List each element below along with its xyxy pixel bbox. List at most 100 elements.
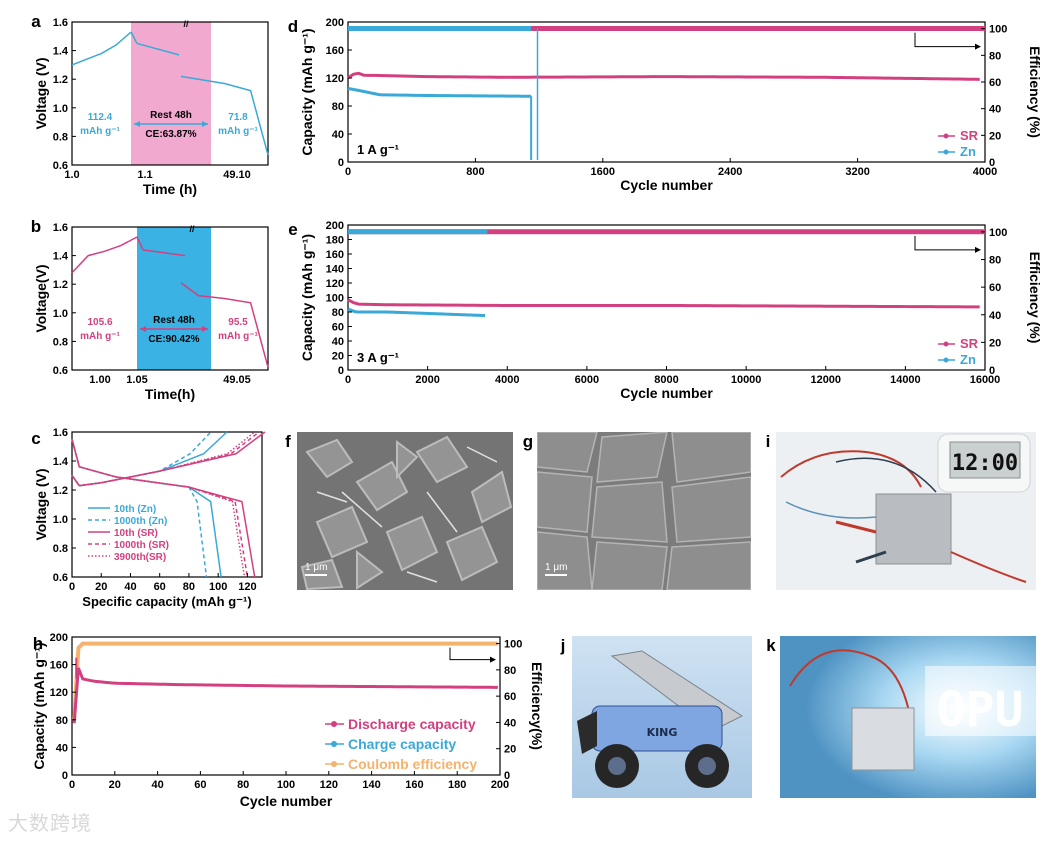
x-axis-b-label: 49.05 — [223, 374, 251, 386]
y-axis-e-label: 40 — [332, 336, 344, 348]
photo-k-drawing: OPU — [780, 636, 1036, 798]
x-axis-h-label: 100 — [277, 779, 295, 791]
x-axis-h-label: 180 — [448, 779, 466, 791]
x-axis-e-label: 16000 — [970, 374, 1001, 386]
y2-axis-d-label: 0 — [989, 157, 995, 169]
plot-frame-d — [347, 21, 986, 163]
efficiency-axis-arrowhead-d — [975, 43, 981, 50]
x-axis-h-label: 0 — [69, 779, 75, 791]
efficiency-axis-pointer-h — [449, 647, 492, 661]
y2-axis-title-d: Efficiency (%) — [1027, 46, 1043, 138]
y-axis-c-label: 0.6 — [53, 572, 68, 584]
x-axis-c-label: 40 — [124, 581, 136, 593]
y-axis-c-label: 1.2 — [53, 485, 68, 497]
y2-axis-d-label: 60 — [989, 77, 1001, 89]
y2-axis-d-label: 80 — [989, 50, 1001, 62]
legend-marker-d — [943, 149, 949, 155]
capacity-2-unit-b: mAh g⁻¹ — [218, 331, 258, 342]
y2-axis-h-label: 20 — [504, 744, 516, 756]
legend-label-d: Zn — [960, 144, 976, 159]
clock-display: 12:00 — [952, 451, 1018, 476]
rest-region-b — [137, 227, 211, 370]
y-axis-h-label: 200 — [50, 632, 68, 644]
x-axis-c-label: 100 — [209, 581, 227, 593]
x-axis-a-label: 1.1 — [137, 169, 152, 181]
x-axis-title-c: Specific capacity (mAh g⁻¹) — [82, 594, 251, 609]
x-axis-d-label: 1600 — [591, 166, 615, 178]
sem-image-g: 1 μm — [537, 432, 751, 590]
capacity-1-a: 112.4 — [88, 112, 113, 123]
y-axis-h-label: 0 — [62, 770, 68, 782]
x-axis-c-label: 80 — [183, 581, 195, 593]
ce-label-a: CE:63.87% — [145, 129, 196, 140]
panel-letter-k: k — [766, 636, 776, 655]
efficiency-axis-arrowhead-h — [490, 656, 496, 663]
y-axis-e-label: 60 — [332, 322, 344, 334]
y-axis-e-label: 100 — [326, 293, 344, 305]
x-axis-h-label: 60 — [194, 779, 206, 791]
x-axis-c-label: 60 — [154, 581, 166, 593]
y2-axis-h-label: 60 — [504, 691, 516, 703]
discharge-curve-h — [72, 667, 498, 724]
x-axis-c-label: 0 — [69, 581, 75, 593]
capacity-curve-zn-d — [347, 87, 532, 98]
y-axis-e-label: 140 — [326, 264, 344, 276]
plot-frame-c — [71, 431, 263, 578]
capacity-2-b: 95.5 — [228, 317, 248, 328]
watermark: 大数跨境 — [8, 807, 92, 836]
legend-marker-e — [943, 357, 949, 363]
legend-marker-e — [943, 341, 949, 347]
y-axis-b-label: 1.4 — [53, 251, 69, 263]
rest-curve-b — [142, 249, 186, 257]
y-axis-a-label: 1.0 — [53, 103, 68, 115]
photo-j-drawing: KING — [572, 636, 752, 798]
efficiency-band-zn-d — [348, 26, 532, 31]
efficiency-axis-arrowhead-e — [975, 246, 981, 253]
panel-letter-d: d — [288, 17, 298, 36]
x-axis-h-label: 200 — [491, 779, 509, 791]
capacity-1-unit-b: mAh g⁻¹ — [80, 331, 120, 342]
ce-label-b: CE:90.42% — [148, 334, 199, 345]
charge-curve-a — [71, 31, 132, 66]
y-axis-b-label: 1.0 — [53, 308, 68, 320]
rate-label-d: 1 A g⁻¹ — [357, 142, 399, 157]
x-axis-title-h: Cycle number — [240, 793, 333, 809]
legend-label-c: 1000th (Zn) — [114, 516, 167, 527]
toy-label: KING — [647, 726, 678, 739]
x-axis-d-label: 2400 — [718, 166, 742, 178]
legend-label-h: Coulomb efficiency — [348, 756, 477, 772]
y-axis-a-label: 1.2 — [53, 74, 68, 86]
photo-i-drawing: 12:00 — [776, 432, 1036, 590]
y-axis-a-label: 0.6 — [53, 160, 68, 172]
x-axis-a-label: 1.0 — [64, 169, 79, 181]
y-axis-e-label: 180 — [326, 235, 344, 247]
x-axis-b-label: 1.00 — [89, 374, 110, 386]
x-axis-c-label: 20 — [95, 581, 107, 593]
x-axis-e-label: 6000 — [575, 374, 599, 386]
scale-label-g: 1 μm — [545, 562, 568, 573]
x-axis-c-label: 120 — [238, 581, 256, 593]
x-axis-d-label: 4000 — [973, 166, 997, 178]
rest-label-a: Rest 48h — [150, 110, 192, 121]
plot-frame-b — [71, 226, 269, 371]
photo-j-toy-car: KING — [572, 636, 752, 798]
x-axis-h-label: 20 — [109, 779, 121, 791]
y2-axis-h-label: 0 — [504, 770, 510, 782]
efficiency-band-sr-e — [348, 229, 985, 235]
x-axis-d-label: 3200 — [845, 166, 869, 178]
panel-letter-e: e — [288, 220, 297, 239]
efficiency-curve-h — [72, 641, 498, 720]
x-axis-h-label: 140 — [362, 779, 380, 791]
y2-axis-e-label: 60 — [989, 282, 1001, 294]
x-axis-title-b: Time(h) — [145, 386, 195, 402]
plot-frame-e — [347, 224, 986, 371]
led-sign-text: OPU — [937, 682, 1024, 738]
charge-curve-2 — [71, 431, 266, 487]
y-axis-c-label: 0.8 — [53, 543, 68, 555]
axis-break-b: // — [189, 224, 195, 234]
scale-bar-g: 1 μm — [545, 562, 567, 576]
panel-letter-g: g — [523, 432, 533, 451]
y2-axis-title-e: Efficiency (%) — [1027, 252, 1043, 344]
y-axis-d-label: 0 — [338, 157, 344, 169]
